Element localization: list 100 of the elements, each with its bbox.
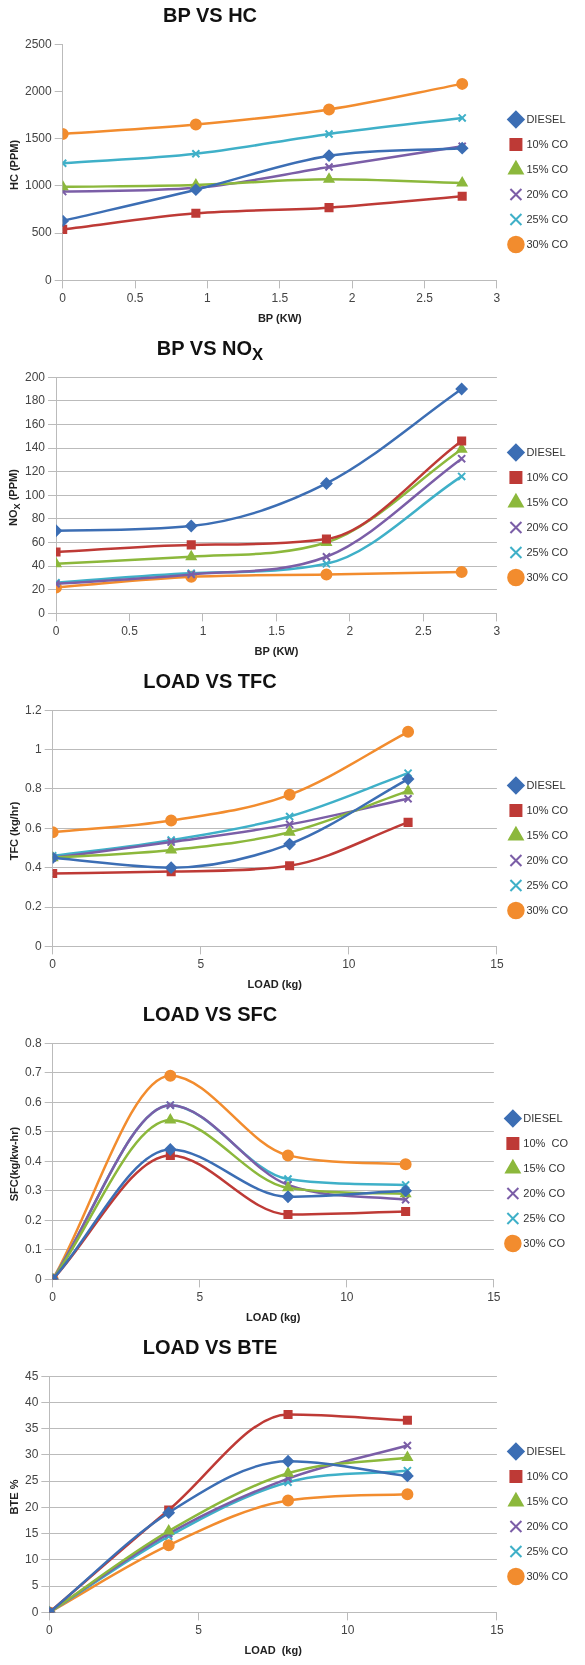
y-tick-label: 30 [24,1447,39,1462]
y-tick-label: 10 [24,1552,39,1567]
legend-label: 20% CO [526,520,569,533]
y-tick-label: 180 [24,393,46,408]
x-axis-title: LOAD (kg) [244,1644,303,1657]
x-tick-label: 10 [341,1622,355,1637]
y-axis-title: BTE % [8,1479,20,1515]
y-tick-label: 20 [24,1499,39,1514]
x-axis-title: LOAD (kg) [247,978,303,991]
x-tick-label: 5 [196,1289,204,1304]
legend-label: 25% CO [523,1211,566,1224]
x-tick-label: 15 [487,1289,501,1304]
y-tick-label: 0.4 [24,859,42,874]
legend-label: 20% CO [526,187,569,200]
x-axis-title: LOAD (kg) [246,1311,301,1324]
y-tick-label: 0.7 [24,1065,42,1080]
y-tick-label: 45 [24,1368,39,1383]
y-axis-title: TFC (kg/hr) [8,801,21,861]
y-tick-label: 0.3 [24,1183,42,1198]
legend-label: 25% CO [526,212,569,225]
legend-label: 30% CO [526,570,569,583]
y-tick-label: 1000 [24,178,53,193]
legend-label: DIESEL [526,445,566,458]
legend-label: 30% CO [523,1236,566,1249]
y-tick-label: 60 [31,534,46,549]
legend-label: 30% CO [526,903,569,916]
legend-label: 25% CO [526,545,569,558]
legend-label: 20% CO [523,1186,566,1199]
y-tick-label: 0.5 [24,1124,42,1139]
legend-label: 10% CO [526,1469,569,1482]
y-tick-label: 40 [24,1394,39,1409]
legend-label: DIESEL [526,112,566,125]
legend-label: 15% CO [526,495,569,508]
legend-label: DIESEL [526,1444,566,1457]
y-axis-title: SFC(kg/kw-hr) [8,1126,20,1202]
chart-title: BP VS HC [161,4,259,27]
x-tick-label: 1.5 [268,623,286,638]
y-tick-label: 0.8 [24,1035,42,1050]
y-tick-label: 0 [31,1604,39,1619]
x-tick-label: 5 [195,1622,203,1637]
legend-label: 15% CO [526,1494,569,1507]
x-tick-label: 2.5 [415,623,433,638]
chart-title: BP VS NO$_{X}$ [155,337,265,365]
y-tick-label: 5 [31,1578,39,1593]
y-tick-label: 0 [34,938,42,953]
x-tick-label: 2.5 [416,290,434,305]
y-tick-label: 0 [45,272,53,287]
x-tick-label: 3 [493,290,501,305]
y-axis-title: HC (PPM) [8,139,21,191]
y-tick-label: 25 [24,1473,39,1488]
y-tick-label: 0 [34,1271,42,1286]
x-tick-label: 10 [340,1289,354,1304]
legend-label: 20% CO [526,1519,569,1532]
x-axis-title: BP (KW) [254,645,299,658]
y-tick-label: 80 [31,511,46,526]
y-tick-label: 500 [31,225,53,240]
y-tick-label: 0.4 [24,1153,42,1168]
x-tick-label: 0 [59,290,67,305]
legend-label: DIESEL [526,778,566,791]
legend-label: 15% CO [526,828,569,841]
x-tick-label: 15 [490,956,504,971]
legend-label: 25% CO [526,1544,569,1557]
y-tick-label: 1500 [24,130,53,145]
y-tick-label: 0 [38,605,46,620]
legend-label: DIESEL [523,1111,563,1124]
y-tick-label: 0.6 [24,1094,42,1109]
x-tick-label: 1 [204,290,212,305]
x-axis-title: BP (KW) [257,312,303,325]
y-tick-label: 40 [31,558,46,573]
y-tick-label: 0.8 [24,781,42,796]
x-tick-label: 2 [346,623,354,638]
chart-title: LOAD VS SFC [141,1003,279,1026]
legend-label: 10% CO [523,1136,569,1149]
x-tick-label: 5 [197,956,205,971]
x-tick-label: 3 [493,623,501,638]
legend-label: 15% CO [523,1161,566,1174]
y-tick-label: 35 [24,1421,39,1435]
legend-label: 30% CO [526,1569,569,1582]
y-tick-label: 120 [24,463,46,478]
x-tick-label: 15 [490,1622,504,1637]
legend-label: 15% CO [526,162,569,175]
y-tick-label: 2500 [24,36,53,51]
y-tick-label: 0.2 [24,899,42,914]
y-tick-label: 200 [24,369,46,384]
legend-label: 10% CO [526,137,569,150]
chart-title: LOAD VS BTE [141,1336,279,1359]
y-tick-label: 1.2 [24,702,42,717]
y-tick-label: 140 [24,440,46,455]
y-tick-label: 15 [24,1525,39,1540]
x-tick-label: 10 [342,956,356,971]
y-tick-label: 2000 [24,83,53,98]
legend-label: 10% CO [526,803,569,816]
y-tick-label: 100 [24,487,46,502]
chart-title: LOAD VS TFC [142,670,278,693]
legend-label: 30% CO [526,237,569,250]
y-tick-label: 0.1 [24,1242,42,1257]
y-tick-label: 1 [34,741,42,756]
legend-label: 20% CO [526,853,569,866]
legend-label: 10% CO [526,470,569,483]
x-tick-label: 1.5 [271,290,289,305]
